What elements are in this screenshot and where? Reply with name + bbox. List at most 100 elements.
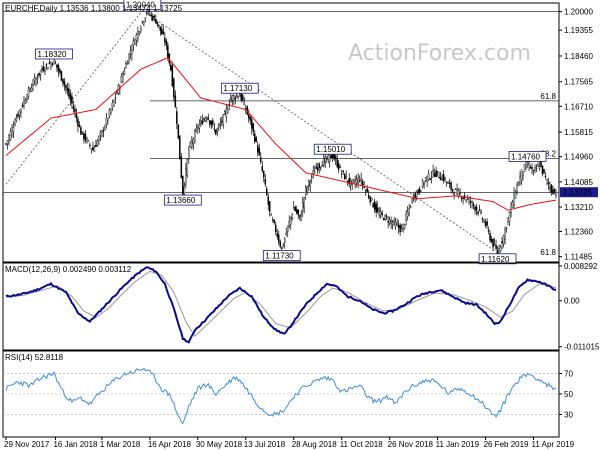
candle-body <box>522 171 524 176</box>
candle-body <box>27 88 30 97</box>
price-label-box <box>123 0 162 10</box>
candle-body <box>135 34 138 41</box>
candle-body <box>215 129 217 135</box>
candle-body <box>423 183 425 186</box>
candle-body <box>14 123 16 126</box>
price-label-box <box>262 250 301 262</box>
candle-body <box>182 175 184 197</box>
candle-body <box>222 114 225 125</box>
candle-body <box>189 142 192 148</box>
candle-body <box>381 212 383 215</box>
candle-body <box>309 180 311 188</box>
candle-body <box>89 144 91 147</box>
candle-body <box>426 175 428 182</box>
candle-body <box>260 156 262 162</box>
candle-body <box>409 206 412 208</box>
candle-body <box>75 113 78 119</box>
candle-body <box>273 219 276 223</box>
candle-body <box>394 222 397 228</box>
candle-body <box>516 184 518 192</box>
candle-body <box>270 213 273 216</box>
time-tick-label: 28 Aug 2018 <box>292 440 337 449</box>
time-tick-label: 11 Oct 2018 <box>340 440 384 449</box>
candle-body <box>65 84 67 89</box>
candle-body <box>98 136 100 142</box>
candle-body <box>282 245 284 247</box>
candle-body <box>174 95 177 108</box>
candle-body <box>206 117 208 120</box>
candle-body <box>84 133 87 141</box>
price-tick-label: 1.12360 <box>564 227 593 236</box>
candle-body <box>363 186 365 188</box>
candle-body <box>201 120 204 125</box>
candle-body <box>161 28 163 35</box>
candle-body <box>442 174 445 181</box>
candle-body <box>33 77 36 82</box>
candle-body <box>63 81 66 86</box>
candle-body <box>261 166 264 172</box>
candle-body <box>508 211 511 222</box>
candle-body <box>316 167 319 171</box>
candle-body <box>490 239 493 242</box>
candle-body <box>38 72 40 76</box>
candle-body <box>170 64 172 71</box>
horizontal-lines <box>3 11 559 193</box>
time-tick-label: 16 Apr 2018 <box>148 440 192 449</box>
candle-body <box>99 132 102 136</box>
candle-body <box>454 188 457 190</box>
candle-body <box>450 182 452 190</box>
candle-body <box>469 201 472 203</box>
candle-body <box>69 94 72 101</box>
candle-body <box>451 189 454 191</box>
candle-body <box>225 108 228 118</box>
candle-body <box>486 221 488 226</box>
price-label-text: 1.20040 <box>126 0 155 9</box>
fib-labels: 61.8 38.2 61.8 <box>540 92 556 257</box>
candle-body <box>295 208 298 214</box>
candle-body <box>283 238 286 243</box>
candle-body <box>86 138 88 142</box>
candle-body <box>315 166 317 169</box>
price-tick-label: 1.13210 <box>564 203 593 212</box>
candle-body <box>177 124 180 139</box>
candle-body <box>288 220 290 227</box>
candle-body <box>367 195 370 198</box>
candle-body <box>227 109 229 114</box>
candle-body <box>71 96 73 104</box>
fib-level-label: 38.2 <box>540 149 556 158</box>
candle-body <box>478 209 481 211</box>
candle-body <box>251 119 253 129</box>
candle-body <box>505 227 508 229</box>
candle-body <box>171 65 174 86</box>
price-tick-label: 1.15815 <box>564 128 593 137</box>
time-tick-label: 29 Nov 2017 <box>4 440 50 449</box>
candle-body <box>276 233 279 237</box>
candle-body <box>546 179 548 181</box>
candle-body <box>263 170 265 178</box>
candle-body <box>438 176 440 179</box>
candle-body <box>298 215 301 217</box>
trendlines <box>5 10 498 254</box>
price-tick-label: 1.11485 <box>564 253 593 262</box>
candle-body <box>278 234 280 243</box>
price-label-box <box>313 143 352 155</box>
candle-body <box>534 167 536 171</box>
price-label-text: 1.17130 <box>223 84 252 93</box>
candle-body <box>538 166 541 169</box>
current-price-box <box>560 187 598 198</box>
price-label-text: 1.14760 <box>511 152 540 161</box>
candle-body <box>397 224 400 228</box>
candle-body <box>358 180 361 182</box>
candle-body <box>41 68 43 70</box>
candle-body <box>242 95 244 101</box>
price-tick-label: 1.14960 <box>564 153 593 162</box>
candle-body <box>379 211 382 216</box>
candle-body <box>325 157 328 160</box>
candle-body <box>188 149 190 160</box>
price-tick-label: 1.17565 <box>564 78 593 87</box>
candle-body <box>194 130 196 143</box>
candle-body <box>433 173 436 177</box>
candle-body <box>204 117 207 122</box>
candle-body <box>48 62 51 64</box>
candle-body <box>421 180 424 188</box>
